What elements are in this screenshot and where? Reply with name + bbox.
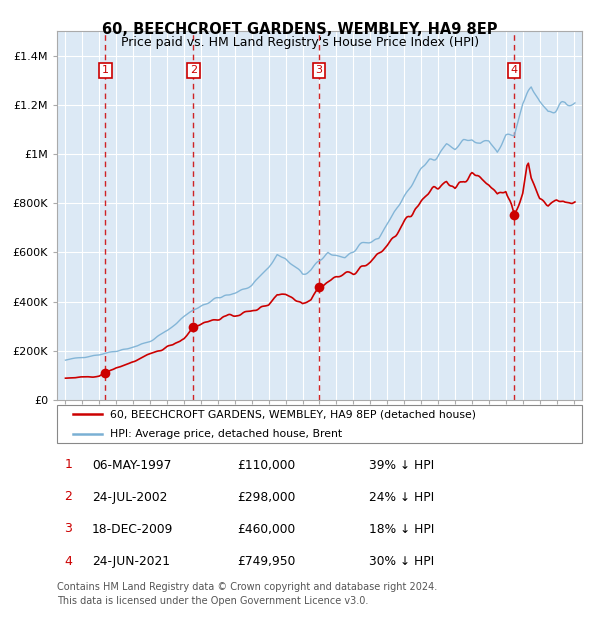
Text: 2: 2	[64, 490, 73, 503]
Text: 2: 2	[190, 65, 197, 76]
Text: HPI: Average price, detached house, Brent: HPI: Average price, detached house, Bren…	[110, 428, 341, 439]
Text: Price paid vs. HM Land Registry's House Price Index (HPI): Price paid vs. HM Land Registry's House …	[121, 36, 479, 49]
Text: £749,950: £749,950	[237, 556, 295, 569]
Text: 18% ↓ HPI: 18% ↓ HPI	[369, 523, 434, 536]
Text: 1: 1	[64, 458, 73, 471]
Text: 24% ↓ HPI: 24% ↓ HPI	[369, 491, 434, 504]
Text: £110,000: £110,000	[237, 459, 295, 472]
Text: 18-DEC-2009: 18-DEC-2009	[92, 523, 173, 536]
Text: 24-JUN-2021: 24-JUN-2021	[92, 556, 170, 569]
Text: 4: 4	[64, 555, 73, 567]
Text: 30% ↓ HPI: 30% ↓ HPI	[369, 556, 434, 569]
Text: This data is licensed under the Open Government Licence v3.0.: This data is licensed under the Open Gov…	[57, 596, 368, 606]
Text: 60, BEECHCROFT GARDENS, WEMBLEY, HA9 8EP (detached house): 60, BEECHCROFT GARDENS, WEMBLEY, HA9 8EP…	[110, 409, 476, 420]
Text: 1: 1	[102, 65, 109, 76]
FancyBboxPatch shape	[57, 405, 582, 443]
Text: £298,000: £298,000	[237, 491, 295, 504]
Text: 3: 3	[316, 65, 322, 76]
Text: 24-JUL-2002: 24-JUL-2002	[92, 491, 167, 504]
Text: Contains HM Land Registry data © Crown copyright and database right 2024.: Contains HM Land Registry data © Crown c…	[57, 582, 437, 592]
Text: 3: 3	[64, 523, 73, 535]
Text: 06-MAY-1997: 06-MAY-1997	[92, 459, 171, 472]
Text: 60, BEECHCROFT GARDENS, WEMBLEY, HA9 8EP: 60, BEECHCROFT GARDENS, WEMBLEY, HA9 8EP	[102, 22, 498, 37]
Text: 4: 4	[511, 65, 517, 76]
Text: £460,000: £460,000	[237, 523, 295, 536]
Text: 39% ↓ HPI: 39% ↓ HPI	[369, 459, 434, 472]
